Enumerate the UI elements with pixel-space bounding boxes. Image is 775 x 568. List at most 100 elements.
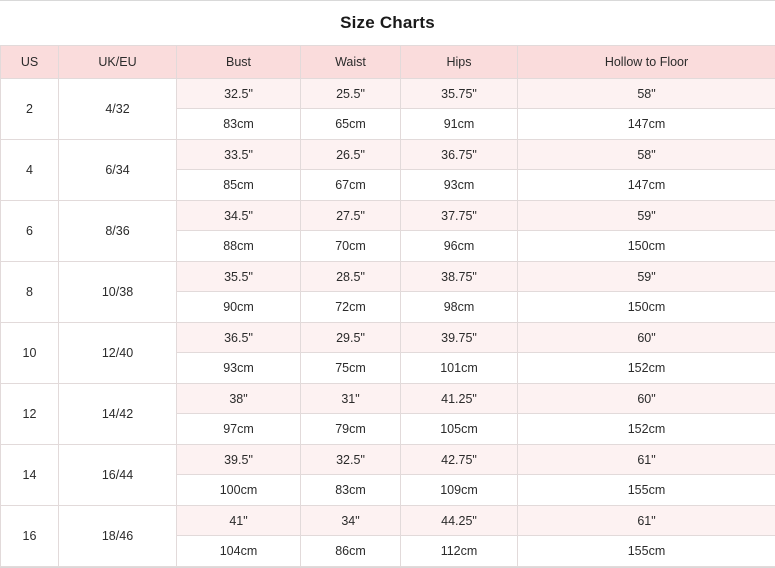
cell-waist-inch: 27.5" [301,201,401,231]
cell-ukeu: 6/34 [59,140,177,201]
cell-ukeu: 10/38 [59,262,177,323]
cell-waist-inch: 32.5" [301,445,401,475]
cell-bust-inch: 33.5" [177,140,301,170]
cell-hips-inch: 38.75" [401,262,518,292]
cell-waist-cm: 79cm [301,414,401,445]
cell-ukeu: 18/46 [59,506,177,567]
cell-us: 12 [1,384,59,445]
page-title: Size Charts [0,1,775,45]
cell-bust-inch: 32.5" [177,79,301,109]
cell-hollow-cm: 147cm [518,109,775,140]
cell-us: 6 [1,201,59,262]
cell-bust-inch: 41" [177,506,301,536]
cell-hollow-cm: 150cm [518,292,775,323]
cell-waist-inch: 34" [301,506,401,536]
cell-hips-cm: 91cm [401,109,518,140]
cell-hollow-cm: 150cm [518,231,775,262]
cell-hips-cm: 105cm [401,414,518,445]
cell-hollow-inch: 60" [518,384,775,414]
cell-hollow-inch: 61" [518,506,775,536]
cell-bust-inch: 35.5" [177,262,301,292]
cell-bust-cm: 93cm [177,353,301,384]
cell-waist-cm: 83cm [301,475,401,506]
cell-hollow-cm: 152cm [518,414,775,445]
cell-hips-cm: 98cm [401,292,518,323]
cell-hollow-cm: 155cm [518,536,775,567]
column-header-hollow: Hollow to Floor [518,46,775,79]
cell-hips-cm: 112cm [401,536,518,567]
cell-hips-inch: 35.75" [401,79,518,109]
cell-hollow-inch: 58" [518,79,775,109]
column-header-ukeu: UK/EU [59,46,177,79]
cell-ukeu: 16/44 [59,445,177,506]
cell-bust-cm: 100cm [177,475,301,506]
cell-waist-cm: 75cm [301,353,401,384]
cell-hips-inch: 39.75" [401,323,518,353]
cell-hollow-cm: 152cm [518,353,775,384]
table-header: US UK/EU Bust Waist Hips Hollow to Floor [1,46,775,79]
cell-bust-cm: 83cm [177,109,301,140]
header-row: US UK/EU Bust Waist Hips Hollow to Floor [1,46,775,79]
cell-hollow-inch: 60" [518,323,775,353]
cell-hips-cm: 93cm [401,170,518,201]
cell-waist-inch: 28.5" [301,262,401,292]
cell-bust-cm: 85cm [177,170,301,201]
cell-waist-cm: 70cm [301,231,401,262]
cell-hips-inch: 36.75" [401,140,518,170]
cell-waist-inch: 31" [301,384,401,414]
cell-waist-cm: 86cm [301,536,401,567]
cell-hips-inch: 37.75" [401,201,518,231]
cell-waist-cm: 65cm [301,109,401,140]
cell-hips-inch: 41.25" [401,384,518,414]
cell-waist-inch: 29.5" [301,323,401,353]
cell-waist-cm: 72cm [301,292,401,323]
cell-hips-cm: 96cm [401,231,518,262]
cell-hollow-inch: 61" [518,445,775,475]
cell-us: 4 [1,140,59,201]
cell-hollow-cm: 155cm [518,475,775,506]
cell-ukeu: 8/36 [59,201,177,262]
cell-waist-inch: 26.5" [301,140,401,170]
cell-hips-cm: 101cm [401,353,518,384]
cell-hips-inch: 44.25" [401,506,518,536]
cell-us: 16 [1,506,59,567]
cell-hollow-inch: 58" [518,140,775,170]
cell-us: 2 [1,79,59,140]
cell-ukeu: 12/40 [59,323,177,384]
column-header-bust: Bust [177,46,301,79]
size-chart-table: US UK/EU Bust Waist Hips Hollow to Floor… [0,45,775,567]
cell-hollow-inch: 59" [518,201,775,231]
cell-us: 8 [1,262,59,323]
cell-bust-inch: 38" [177,384,301,414]
cell-hips-inch: 42.75" [401,445,518,475]
cell-bust-cm: 88cm [177,231,301,262]
cell-bust-cm: 90cm [177,292,301,323]
cell-hollow-cm: 147cm [518,170,775,201]
cell-us: 10 [1,323,59,384]
column-header-waist: Waist [301,46,401,79]
cell-bust-cm: 97cm [177,414,301,445]
cell-hips-cm: 109cm [401,475,518,506]
column-header-us: US [1,46,59,79]
cell-waist-cm: 67cm [301,170,401,201]
cell-ukeu: 14/42 [59,384,177,445]
cell-bust-cm: 104cm [177,536,301,567]
cell-bust-inch: 34.5" [177,201,301,231]
cell-bust-inch: 36.5" [177,323,301,353]
cell-hollow-inch: 59" [518,262,775,292]
cell-ukeu: 4/32 [59,79,177,140]
column-header-hips: Hips [401,46,518,79]
cell-waist-inch: 25.5" [301,79,401,109]
cell-bust-inch: 39.5" [177,445,301,475]
cell-us: 14 [1,445,59,506]
